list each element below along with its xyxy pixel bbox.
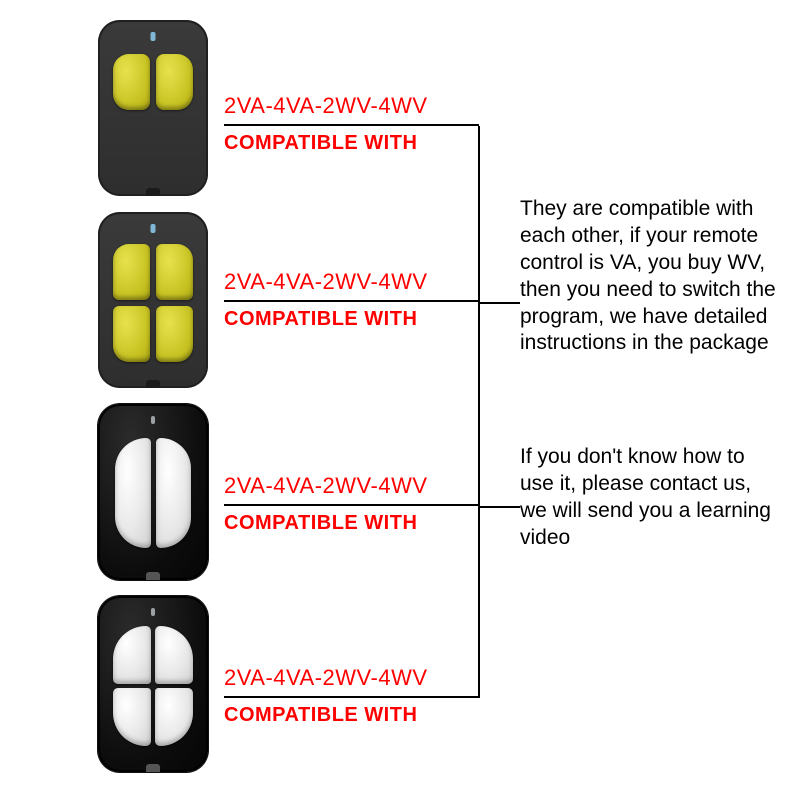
model-code: 2VA-4VA-2WV-4WV <box>224 474 479 504</box>
remote-button <box>156 306 193 362</box>
led-icon <box>151 224 156 233</box>
led-icon <box>151 608 155 616</box>
led-icon <box>151 416 155 424</box>
led-icon <box>151 32 156 41</box>
model-code: 2VA-4VA-2WV-4WV <box>224 270 479 300</box>
model-code: 2VA-4VA-2WV-4WV <box>224 666 479 696</box>
compat-text: COMPATIBLE WITH <box>224 302 479 331</box>
infographic-stage: 2VA-4VA-2WV-4WV COMPATIBLE WITH 2VA-4VA-… <box>0 0 800 800</box>
button-grid <box>115 438 191 548</box>
remote-va-4btn <box>98 212 208 388</box>
connector-hstub-2 <box>478 506 520 508</box>
remote-button <box>113 54 150 110</box>
button-grid <box>113 54 193 110</box>
compat-text: COMPATIBLE WITH <box>224 126 479 155</box>
info-paragraph-1: They are compatible with each other, if … <box>520 196 780 357</box>
connector-vline <box>478 126 480 698</box>
info-paragraph-2: If you don't know how to use it, please … <box>520 444 780 552</box>
remote-wv-2btn <box>98 404 208 580</box>
notch-icon <box>146 380 160 388</box>
button-grid <box>113 626 193 746</box>
remote-button <box>113 688 151 746</box>
label-block-3: 2VA-4VA-2WV-4WV COMPATIBLE WITH <box>224 474 479 535</box>
label-block-4: 2VA-4VA-2WV-4WV COMPATIBLE WITH <box>224 666 479 727</box>
remote-button <box>156 438 192 548</box>
remote-button <box>113 626 151 684</box>
remote-button <box>156 244 193 300</box>
connector-hstub-1 <box>478 302 520 304</box>
remote-button <box>155 626 193 684</box>
remote-button <box>113 244 150 300</box>
compat-text: COMPATIBLE WITH <box>224 698 479 727</box>
remote-button <box>156 54 193 110</box>
label-block-2: 2VA-4VA-2WV-4WV COMPATIBLE WITH <box>224 270 479 331</box>
remote-button <box>155 688 193 746</box>
remote-wv-4btn <box>98 596 208 772</box>
label-block-1: 2VA-4VA-2WV-4WV COMPATIBLE WITH <box>224 94 479 155</box>
compat-text: COMPATIBLE WITH <box>224 506 479 535</box>
notch-icon <box>146 764 160 772</box>
notch-icon <box>146 572 160 580</box>
remote-button <box>115 438 151 548</box>
button-grid <box>113 244 193 362</box>
remote-button <box>113 306 150 362</box>
remote-va-2btn <box>98 20 208 196</box>
notch-icon <box>146 188 160 196</box>
model-code: 2VA-4VA-2WV-4WV <box>224 94 479 124</box>
